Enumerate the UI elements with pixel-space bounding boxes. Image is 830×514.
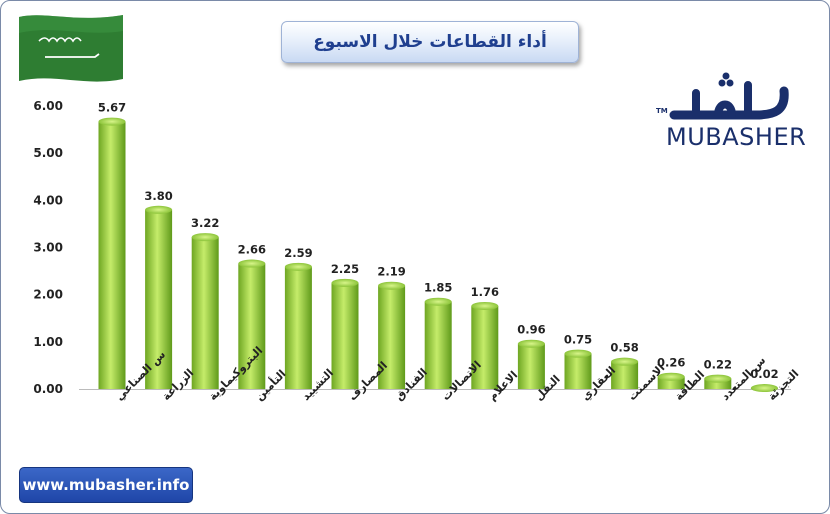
- bar-body: [378, 285, 406, 389]
- chart-title-box: أداء القطاعات خلال الاسبوع: [281, 21, 579, 63]
- bar-cap: [657, 372, 685, 381]
- bar: [145, 205, 173, 389]
- bar-value-label: 2.59: [284, 246, 312, 260]
- y-tick-label: 0.00: [33, 382, 63, 396]
- bar: [564, 349, 592, 389]
- bar-body: [284, 266, 312, 389]
- bar: [611, 357, 639, 389]
- bars: 5.67 3.80 3.22 2.66 2.59 2.25 2.19 1.85 1.76 0.96…: [98, 101, 779, 393]
- bar-cap: [145, 205, 173, 214]
- bar-cap: [704, 374, 732, 383]
- bar-value-label: 3.80: [144, 189, 172, 203]
- bar-cap: [331, 278, 359, 287]
- bar: [704, 374, 732, 389]
- bar: [238, 259, 266, 389]
- bar-body: [238, 263, 266, 389]
- bar-cap: [564, 349, 592, 358]
- bar-body: [331, 282, 359, 389]
- bar-cap: [284, 262, 312, 271]
- bar-value-label: 0.96: [517, 323, 545, 337]
- y-tick-label: 1.00: [33, 335, 63, 349]
- bar-cap: [378, 281, 406, 290]
- bar: [517, 339, 545, 389]
- bar-cap: [191, 233, 219, 242]
- bar-body: [424, 301, 452, 389]
- bar: [750, 384, 778, 393]
- bar-value-label: 0.75: [564, 333, 592, 347]
- bar-cap: [471, 301, 499, 310]
- bar-value-label: 0.02: [750, 367, 778, 381]
- bar-body: [564, 353, 592, 389]
- bar-body: [611, 361, 639, 389]
- bar-body: [517, 343, 545, 389]
- bar: [98, 117, 126, 389]
- bar: [331, 278, 359, 389]
- logo-text: MUBASHER: [666, 123, 807, 151]
- y-tick-label: 2.00: [33, 288, 63, 302]
- bar-cap: [517, 339, 545, 348]
- y-tick-label: 4.00: [33, 193, 63, 207]
- bar-value-label: 1.85: [424, 281, 452, 295]
- bar: [657, 372, 685, 389]
- bar: [424, 297, 452, 389]
- bar-value-label: 2.66: [238, 243, 266, 257]
- bar-cap: [750, 384, 778, 393]
- bar-value-label: 0.26: [657, 356, 685, 370]
- bar-body: [471, 305, 499, 389]
- bar-cap: [424, 297, 452, 306]
- bar-body: [191, 237, 219, 389]
- bar-value-label: 0.22: [704, 358, 732, 372]
- website-url: www.mubasher.info: [22, 476, 190, 494]
- bar-cap: [98, 117, 126, 126]
- logo-tm: TM: [656, 107, 668, 115]
- bar-value-label: 0.58: [610, 341, 638, 355]
- website-link[interactable]: www.mubasher.info: [19, 467, 193, 503]
- bar-body: [145, 209, 173, 389]
- bar-value-label: 3.22: [191, 216, 219, 230]
- bar-cap: [238, 259, 266, 268]
- bar-value-label: 1.76: [471, 285, 499, 299]
- mubasher-logo-icon: [669, 72, 789, 120]
- bar: [284, 262, 312, 389]
- chart-title: أداء القطاعات خلال الاسبوع: [313, 32, 547, 52]
- saudi-flag-icon: [19, 15, 123, 82]
- bar-body: [704, 378, 732, 389]
- y-axis: 0.00 1.00 2.00 3.00 4.00 5.00 6.00: [33, 99, 791, 396]
- bar: [191, 233, 219, 389]
- bar-cap: [611, 357, 639, 366]
- bar-value-label: 2.19: [377, 265, 405, 279]
- bar: [471, 301, 499, 389]
- y-tick-label: 3.00: [33, 241, 63, 255]
- bar-value-label: 5.67: [98, 101, 126, 115]
- bar-value-label: 2.25: [331, 262, 359, 276]
- y-tick-label: 5.00: [33, 146, 63, 160]
- y-tick-label: 6.00: [33, 99, 63, 113]
- bar-body: [98, 121, 126, 389]
- bar: [378, 281, 406, 389]
